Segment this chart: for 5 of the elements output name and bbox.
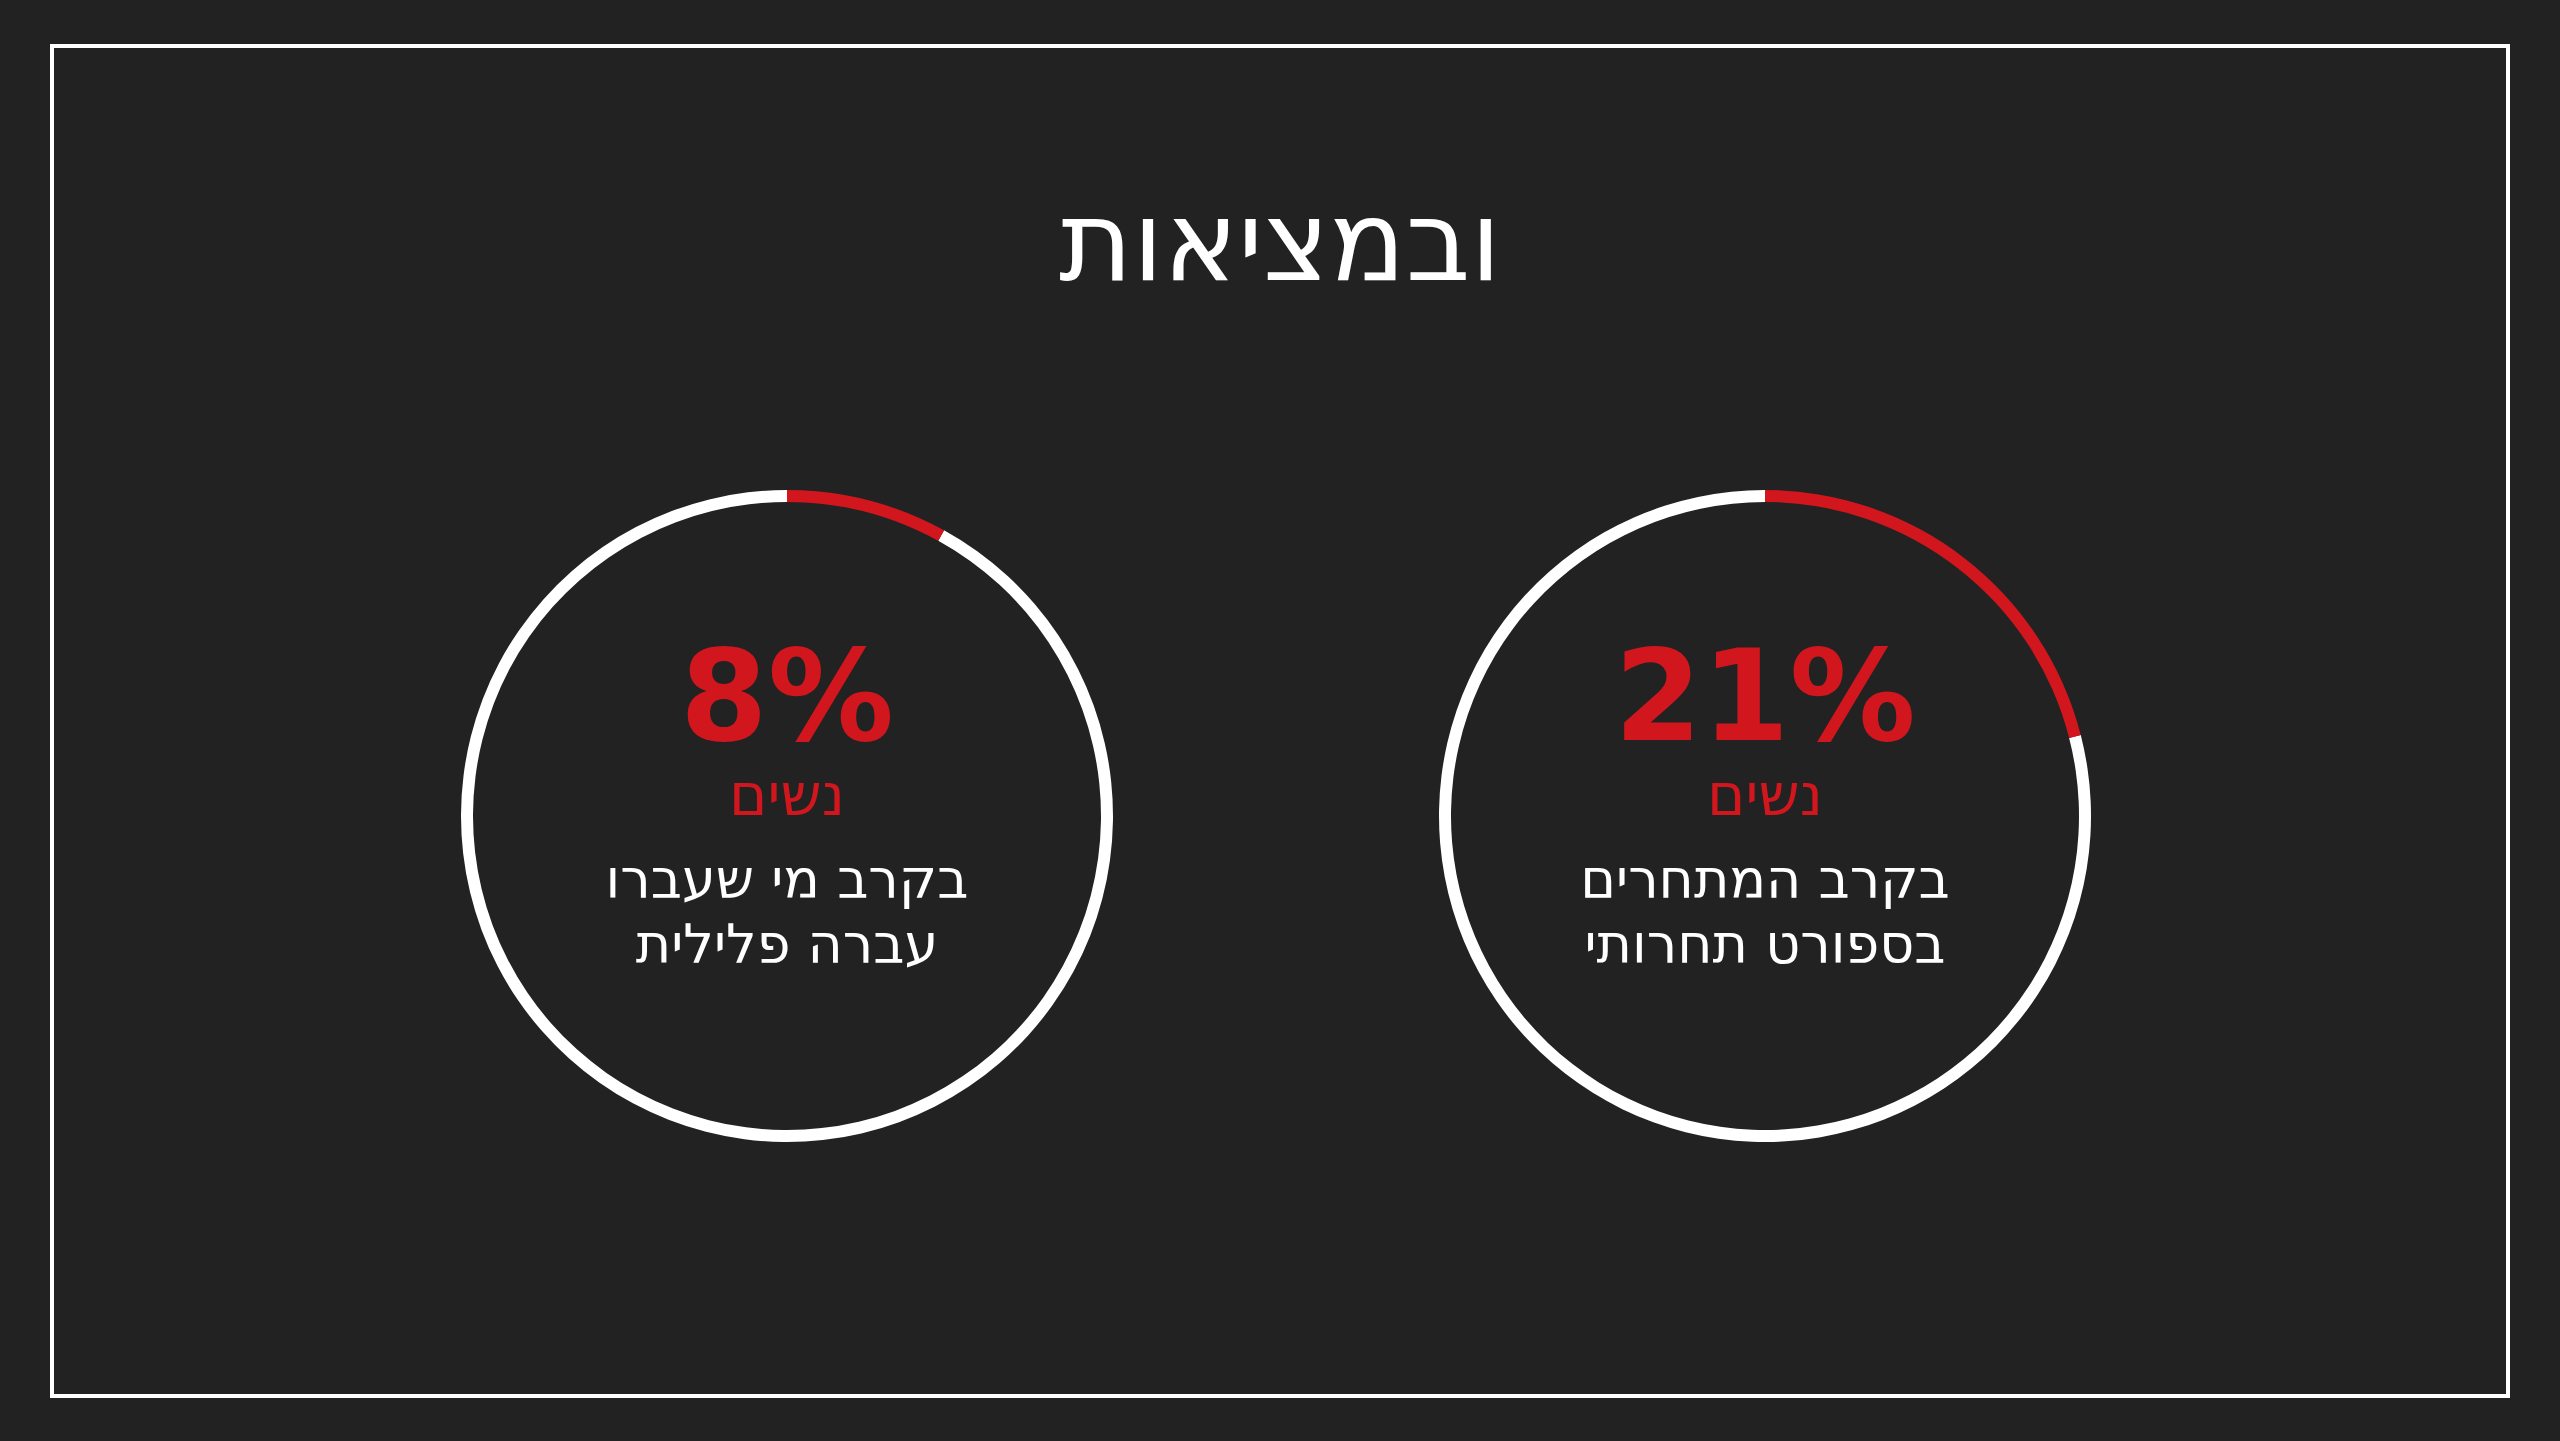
text: בקרב מי שעברו — [605, 848, 969, 911]
chart-title: ובמציאות — [1059, 176, 1501, 306]
text: בספורט תחרותי — [1584, 913, 1946, 976]
text: בקרב המתחרים — [1580, 848, 1950, 911]
text: עברה פלילית — [635, 913, 939, 976]
